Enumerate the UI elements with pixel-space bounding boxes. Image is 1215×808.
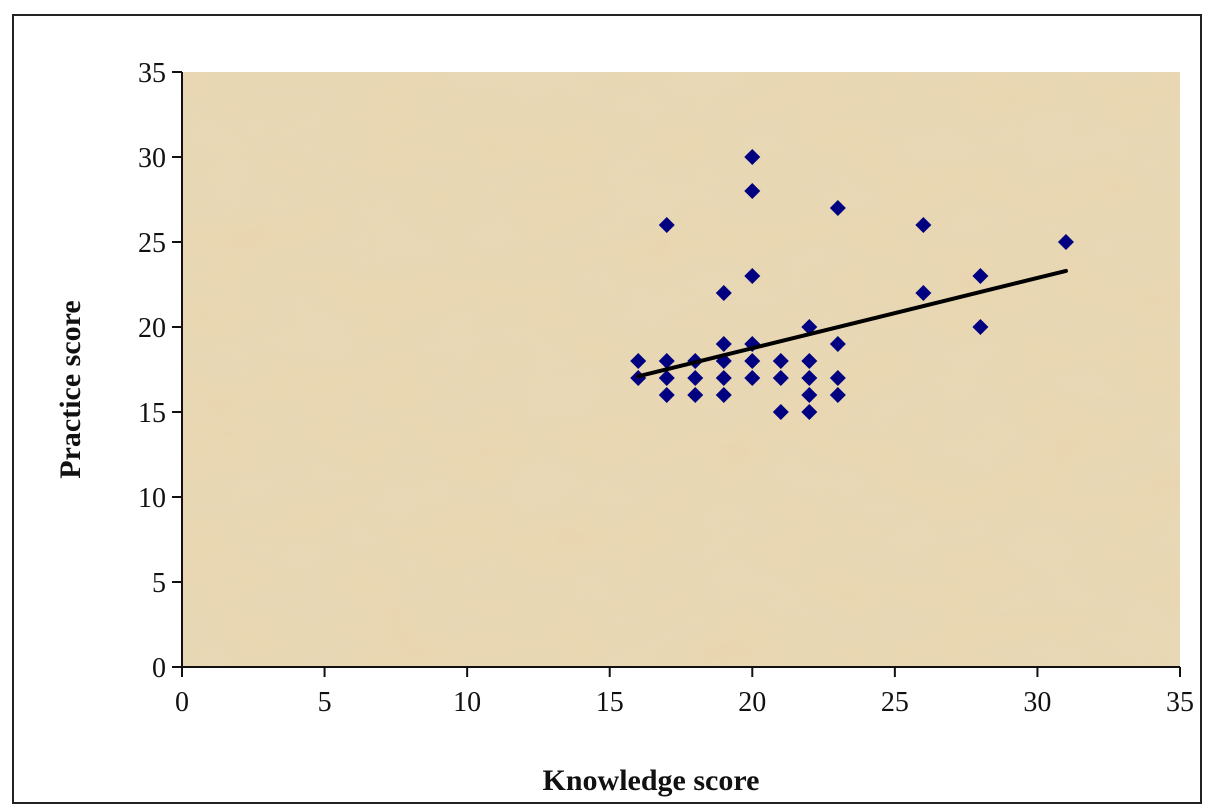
scatter-point xyxy=(715,370,732,386)
scatter-point xyxy=(658,353,675,369)
scatter-point xyxy=(829,200,846,216)
x-axis-title: Knowledge score xyxy=(543,764,760,797)
plot-area xyxy=(182,72,1180,667)
scatter-point xyxy=(715,387,732,403)
scatter-point xyxy=(972,319,989,335)
y-tick-label: 20 xyxy=(138,313,166,344)
scatter-point xyxy=(772,404,789,420)
y-tick-label: 35 xyxy=(138,58,166,89)
scatter-point xyxy=(744,353,761,369)
scatter-point xyxy=(772,370,789,386)
scatter-point xyxy=(801,370,818,386)
x-tick-label: 15 xyxy=(596,687,624,718)
chart-frame: 0 5 10 15 20 25 30 35 0 5 10 15 20 25 30 35 Knowledge sc… xyxy=(12,14,1202,804)
scatter-point xyxy=(715,336,732,352)
scatter-point xyxy=(687,370,704,386)
scatter-point xyxy=(801,353,818,369)
scatter-point xyxy=(801,387,818,403)
y-tick-label: 0 xyxy=(152,653,166,684)
scatter-point xyxy=(915,217,932,233)
axis-labels: 0 5 10 15 20 25 30 35 0 5 10 15 20 25 30 35 Knowledge sc… xyxy=(54,58,1194,797)
scatter-point xyxy=(829,387,846,403)
scatter-point xyxy=(829,336,846,352)
y-axis-title: Practice score xyxy=(54,300,87,479)
plot-background-texture xyxy=(182,72,1180,667)
scatter-point xyxy=(658,387,675,403)
scatter-point xyxy=(915,285,932,301)
y-tick-label: 25 xyxy=(138,228,166,259)
x-tick-label: 20 xyxy=(738,687,766,718)
y-tick-label: 10 xyxy=(138,483,166,514)
x-tick-label: 10 xyxy=(453,687,481,718)
scatter-point xyxy=(687,387,704,403)
scatter-point xyxy=(972,268,989,284)
y-tick-label: 5 xyxy=(152,568,166,599)
scatter-point xyxy=(658,217,675,233)
scatter-point xyxy=(801,319,818,335)
scatter-point xyxy=(801,404,818,420)
scatter-point xyxy=(1057,234,1074,250)
scatter-point xyxy=(658,370,675,386)
scatter-point xyxy=(744,268,761,284)
x-tick-label: 0 xyxy=(175,687,189,718)
scatter-point xyxy=(715,285,732,301)
scatter-chart: 0 5 10 15 20 25 30 35 0 5 10 15 20 25 30 35 Knowledge sc… xyxy=(54,58,1194,797)
scatter-point xyxy=(772,353,789,369)
scatter-point xyxy=(829,370,846,386)
scatter-point xyxy=(744,149,761,165)
x-tick-label: 25 xyxy=(881,687,909,718)
x-tick-label: 5 xyxy=(318,687,332,718)
x-tick-label: 30 xyxy=(1023,687,1051,718)
y-tick-label: 15 xyxy=(138,398,166,429)
trendline xyxy=(636,268,1068,379)
scatter-point xyxy=(744,370,761,386)
scatter-point xyxy=(630,353,647,369)
scatter-point xyxy=(744,183,761,199)
y-tick-label: 30 xyxy=(138,143,166,174)
axes xyxy=(172,71,1181,677)
data-marks xyxy=(630,149,1074,420)
x-tick-label: 35 xyxy=(1166,687,1194,718)
